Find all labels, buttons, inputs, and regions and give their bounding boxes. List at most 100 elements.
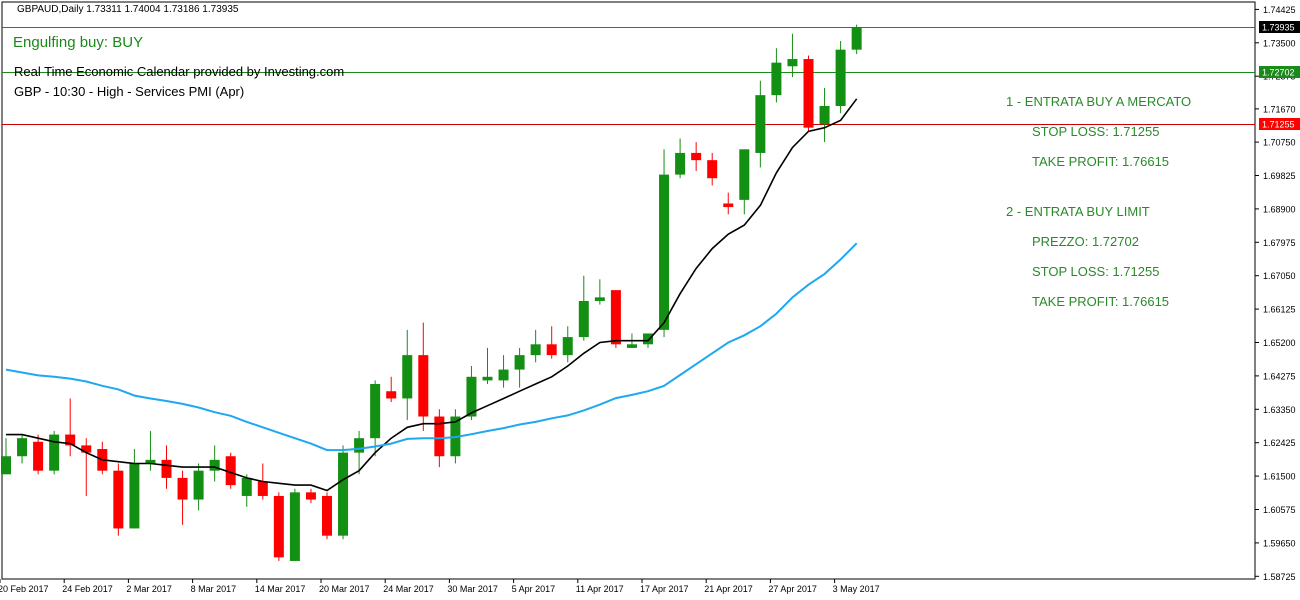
x-tick-label: 24 Mar 2017 <box>383 584 434 594</box>
candle-body <box>707 160 718 179</box>
price-badge-label-0: 1.73935 <box>1262 23 1295 33</box>
symbol-info: GBPAUD,Daily 1.73311 1.74004 1.73186 1.7… <box>17 4 239 15</box>
candle-body <box>177 477 188 500</box>
candle-body <box>209 459 220 471</box>
price-lines-layer <box>2 27 1255 125</box>
y-tick-label: 1.61500 <box>1263 472 1296 482</box>
candle-body <box>675 152 686 175</box>
moving-average-line-0 <box>6 98 858 492</box>
x-tick-label: 20 Feb 2017 <box>0 584 49 594</box>
y-tick-label: 1.66125 <box>1263 305 1296 315</box>
y-tick-label: 1.63350 <box>1263 405 1296 415</box>
note-entry-limit: 2 - ENTRATA BUY LIMIT <box>1006 204 1150 219</box>
price-badge-label-1: 1.72702 <box>1262 68 1295 78</box>
x-tick-label: 11 Apr 2017 <box>576 584 624 594</box>
y-tick-label: 1.59650 <box>1263 538 1296 548</box>
calendar-event: GBP - 10:30 - High - Services PMI (Apr) <box>14 84 245 99</box>
y-tick-label: 1.64275 <box>1263 371 1296 381</box>
x-tick-label: 21 Apr 2017 <box>704 584 753 594</box>
y-tick-label: 1.73500 <box>1263 38 1296 48</box>
candle-body <box>354 438 365 453</box>
signal-label: Engulfing buy: BUY <box>13 34 144 51</box>
candle-body <box>610 290 621 345</box>
candle-body <box>418 355 429 417</box>
plot-frame <box>1 1 1256 580</box>
y-tick-label: 1.70750 <box>1263 138 1296 148</box>
x-tick-label: 2 Mar 2017 <box>126 584 172 594</box>
candle-body <box>594 297 605 301</box>
candle-body <box>643 333 653 345</box>
candle-body <box>161 459 172 478</box>
candle-body <box>49 434 60 471</box>
candle-body <box>723 203 734 208</box>
y-tick-label: 1.62425 <box>1263 438 1296 448</box>
moving-average-line-1 <box>5 242 858 452</box>
candle-body <box>771 62 782 96</box>
candle-body <box>289 492 300 561</box>
y-tick-label: 1.60575 <box>1263 505 1296 515</box>
price-badges-layer: 1.73935 1.72702 1.71255 <box>1259 21 1300 130</box>
y-tick-label: 1.67975 <box>1263 238 1296 248</box>
candle-body <box>241 477 252 496</box>
y-tick-label: 1.67050 <box>1263 271 1296 281</box>
candle-body <box>739 149 750 200</box>
note-limit-price: PREZZO: 1.72702 <box>1032 234 1139 249</box>
candle-body <box>803 59 814 128</box>
candle-body <box>514 355 525 370</box>
candle-body <box>530 344 541 356</box>
candle-body <box>225 456 236 486</box>
y-tick-label: 1.74425 <box>1263 5 1296 15</box>
candle-body <box>17 438 28 457</box>
candle-body <box>466 376 477 417</box>
y-tick-label: 1.71670 <box>1263 104 1296 114</box>
candle-body <box>193 470 204 500</box>
candle-body <box>626 344 637 348</box>
note-take-profit-1: TAKE PROFIT: 1.76615 <box>1032 154 1170 169</box>
candle-body <box>81 445 92 453</box>
candle-body <box>578 300 589 338</box>
candle-body <box>370 384 381 439</box>
price-badge-0 <box>1259 21 1300 33</box>
candle-body <box>33 441 44 471</box>
candle-body <box>338 452 349 536</box>
candle-body <box>273 495 284 558</box>
x-tick-label: 30 Mar 2017 <box>447 584 498 594</box>
x-tick-label: 20 Mar 2017 <box>319 584 370 594</box>
y-tick-label: 1.58725 <box>1263 572 1296 582</box>
candle-body <box>498 369 509 381</box>
price-badge-2 <box>1259 118 1300 130</box>
candle-body <box>562 337 573 356</box>
candle-body <box>386 391 397 399</box>
candle-body <box>305 492 316 500</box>
x-axis: 20 Feb 2017 24 Feb 2017 2 Mar 2017 8 Mar 20… <box>0 579 880 594</box>
candle-body <box>819 105 830 125</box>
x-tick-label: 3 May 2017 <box>833 584 880 594</box>
candle-body <box>659 174 670 330</box>
y-tick-label: 1.65200 <box>1263 338 1296 348</box>
price-badge-1 <box>1259 66 1300 78</box>
x-tick-label: 5 Apr 2017 <box>512 584 556 594</box>
moving-averages-layer <box>5 98 858 492</box>
candle-body <box>129 463 140 529</box>
note-take-profit-2: TAKE PROFIT: 1.76615 <box>1032 294 1170 309</box>
candle-body <box>434 416 445 457</box>
x-tick-label: 17 Apr 2017 <box>640 584 689 594</box>
candle-body <box>113 470 124 529</box>
candle-body <box>787 59 798 67</box>
y-tick-label: 1.69825 <box>1263 171 1296 181</box>
note-entry-market: 1 - ENTRATA BUY A MERCATO <box>1006 94 1192 109</box>
candle-body <box>257 481 268 496</box>
candle-body <box>691 152 702 161</box>
candles-layer <box>1 24 862 561</box>
candle-body <box>65 434 76 446</box>
candle-body <box>482 376 493 381</box>
calendar-title: Real Time Economic Calendar provided by … <box>14 64 345 79</box>
candle-body <box>546 344 557 356</box>
candle-body <box>322 495 332 536</box>
candle-body <box>145 459 156 464</box>
candle-body <box>851 27 862 50</box>
x-tick-label: 24 Feb 2017 <box>62 584 113 594</box>
x-tick-label: 14 Mar 2017 <box>255 584 306 594</box>
x-tick-label: 8 Mar 2017 <box>191 584 237 594</box>
